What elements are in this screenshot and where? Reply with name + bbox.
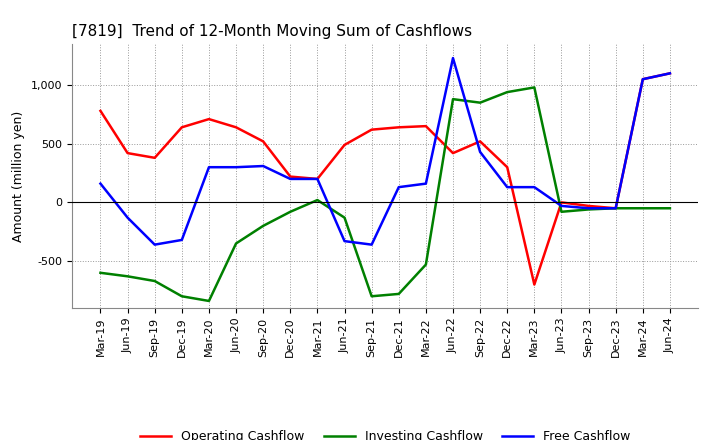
Investing Cashflow — [367, 293, 376, 299]
Operating Cashflow — [476, 139, 485, 144]
Free Cashflow — [639, 77, 647, 82]
Investing Cashflow — [395, 291, 403, 297]
Free Cashflow — [665, 71, 674, 76]
Operating Cashflow — [503, 165, 511, 170]
Operating Cashflow — [665, 71, 674, 76]
Investing Cashflow — [421, 262, 430, 267]
Investing Cashflow — [557, 209, 566, 214]
Operating Cashflow — [178, 125, 186, 130]
Operating Cashflow — [232, 125, 240, 130]
Investing Cashflow — [665, 205, 674, 211]
Free Cashflow — [313, 176, 322, 182]
Operating Cashflow — [584, 203, 593, 209]
Operating Cashflow — [259, 139, 268, 144]
Free Cashflow — [367, 242, 376, 247]
Investing Cashflow — [259, 223, 268, 228]
Investing Cashflow — [232, 241, 240, 246]
Free Cashflow — [395, 184, 403, 190]
Operating Cashflow — [449, 150, 457, 156]
Operating Cashflow — [530, 282, 539, 287]
Investing Cashflow — [123, 274, 132, 279]
Operating Cashflow — [204, 117, 213, 122]
Operating Cashflow — [341, 142, 349, 147]
Free Cashflow — [178, 237, 186, 242]
Operating Cashflow — [639, 77, 647, 82]
Investing Cashflow — [341, 215, 349, 220]
Free Cashflow — [557, 203, 566, 209]
Investing Cashflow — [286, 209, 294, 214]
Operating Cashflow — [421, 124, 430, 129]
Free Cashflow — [530, 184, 539, 190]
Investing Cashflow — [639, 205, 647, 211]
Investing Cashflow — [204, 298, 213, 304]
Text: [7819]  Trend of 12-Month Moving Sum of Cashflows: [7819] Trend of 12-Month Moving Sum of C… — [72, 24, 472, 39]
Operating Cashflow — [286, 174, 294, 179]
Investing Cashflow — [449, 96, 457, 102]
Free Cashflow — [259, 163, 268, 169]
Investing Cashflow — [503, 89, 511, 95]
Investing Cashflow — [530, 85, 539, 90]
Free Cashflow — [150, 242, 159, 247]
Operating Cashflow — [557, 200, 566, 205]
Free Cashflow — [96, 181, 105, 186]
Investing Cashflow — [476, 100, 485, 105]
Free Cashflow — [341, 238, 349, 244]
Free Cashflow — [503, 184, 511, 190]
Operating Cashflow — [395, 125, 403, 130]
Y-axis label: Amount (million yen): Amount (million yen) — [12, 110, 25, 242]
Free Cashflow — [476, 149, 485, 154]
Legend: Operating Cashflow, Investing Cashflow, Free Cashflow: Operating Cashflow, Investing Cashflow, … — [135, 425, 635, 440]
Investing Cashflow — [178, 293, 186, 299]
Operating Cashflow — [611, 205, 620, 211]
Free Cashflow — [584, 205, 593, 211]
Investing Cashflow — [584, 207, 593, 212]
Free Cashflow — [123, 215, 132, 220]
Investing Cashflow — [611, 205, 620, 211]
Line: Investing Cashflow: Investing Cashflow — [101, 88, 670, 301]
Free Cashflow — [232, 165, 240, 170]
Operating Cashflow — [313, 176, 322, 182]
Operating Cashflow — [123, 150, 132, 156]
Free Cashflow — [611, 205, 620, 211]
Free Cashflow — [421, 181, 430, 186]
Operating Cashflow — [150, 155, 159, 161]
Operating Cashflow — [367, 127, 376, 132]
Free Cashflow — [449, 55, 457, 61]
Line: Free Cashflow: Free Cashflow — [101, 58, 670, 245]
Investing Cashflow — [150, 279, 159, 284]
Free Cashflow — [286, 176, 294, 182]
Line: Operating Cashflow: Operating Cashflow — [101, 73, 670, 285]
Investing Cashflow — [96, 270, 105, 275]
Investing Cashflow — [313, 198, 322, 203]
Operating Cashflow — [96, 108, 105, 114]
Free Cashflow — [204, 165, 213, 170]
